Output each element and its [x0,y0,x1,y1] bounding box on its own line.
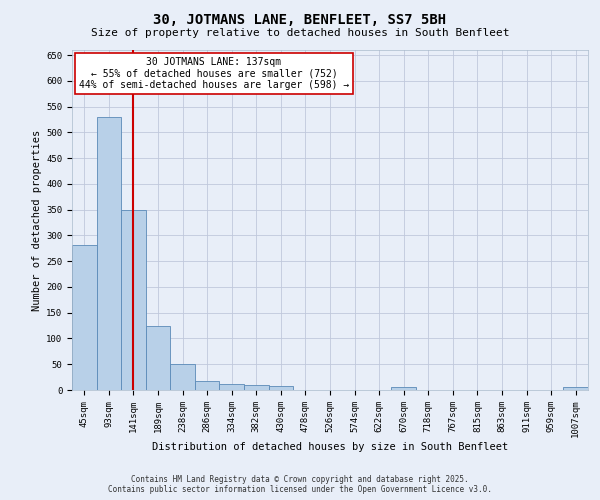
Bar [244,385,269,390]
Bar [121,210,146,390]
Text: 30, JOTMANS LANE, BENFLEET, SS7 5BH: 30, JOTMANS LANE, BENFLEET, SS7 5BH [154,12,446,26]
Text: Size of property relative to detached houses in South Benfleet: Size of property relative to detached ho… [91,28,509,38]
Bar [146,326,170,390]
Y-axis label: Number of detached properties: Number of detached properties [32,130,42,310]
Bar [97,117,121,390]
Bar [220,384,244,390]
Text: Contains HM Land Registry data © Crown copyright and database right 2025.
Contai: Contains HM Land Registry data © Crown c… [108,474,492,494]
Bar [170,364,195,390]
X-axis label: Distribution of detached houses by size in South Benfleet: Distribution of detached houses by size … [152,442,508,452]
Bar [72,244,97,390]
Bar [391,388,416,390]
Bar [269,386,293,390]
Bar [563,388,588,390]
Bar [195,380,220,390]
Text: 30 JOTMANS LANE: 137sqm
← 55% of detached houses are smaller (752)
44% of semi-d: 30 JOTMANS LANE: 137sqm ← 55% of detache… [79,57,349,90]
